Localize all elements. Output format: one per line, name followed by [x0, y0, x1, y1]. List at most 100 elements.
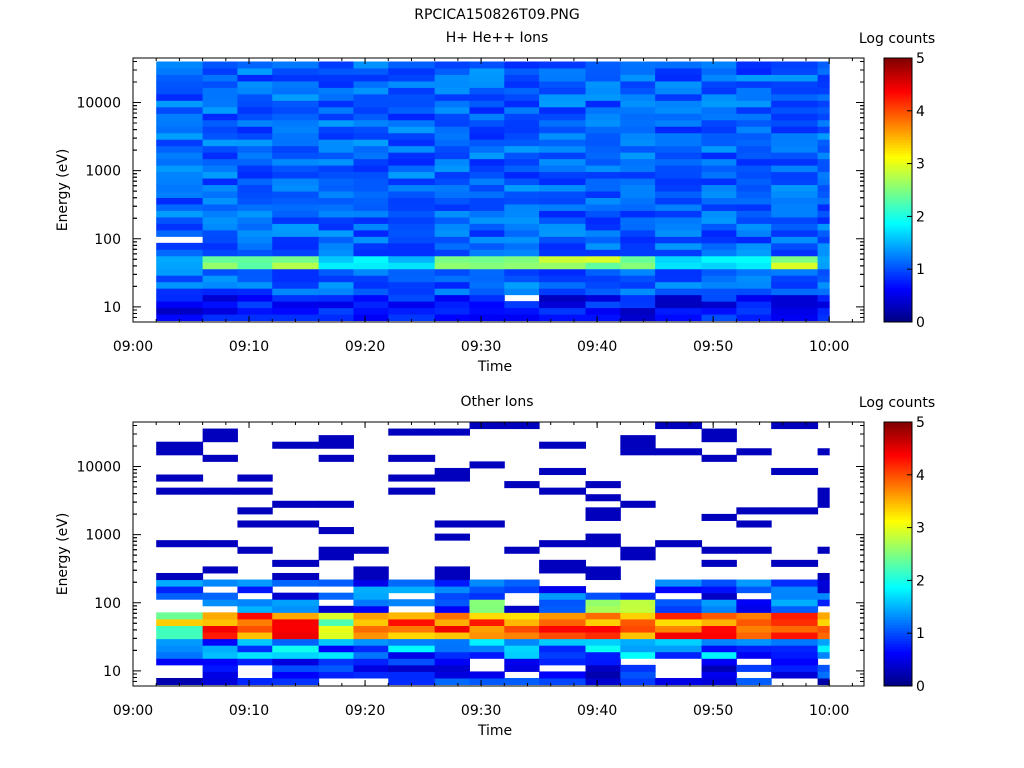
- heatmap-cell: [237, 87, 273, 95]
- heatmap-cell: [817, 671, 830, 679]
- heatmap-cell: [771, 255, 819, 263]
- heatmap-cell: [272, 599, 320, 607]
- heatmap-cell: [539, 61, 587, 69]
- heatmap-cell: [434, 592, 470, 600]
- heatmap-cell: [539, 288, 587, 296]
- colorbar-segment: [884, 261, 912, 265]
- heatmap-cell: [504, 145, 540, 153]
- colorbar-tick-label: 0: [916, 679, 925, 695]
- heatmap-cell: [202, 171, 238, 179]
- colorbar-segment: [884, 649, 912, 653]
- colorbar-segment: [884, 451, 912, 455]
- heatmap-cell: [817, 645, 830, 653]
- heatmap-cell: [388, 658, 436, 666]
- heatmap-cell: [701, 658, 737, 666]
- colorbar-segment: [884, 643, 912, 647]
- colorbar-segment: [884, 100, 912, 104]
- heatmap-cell: [353, 262, 389, 270]
- heatmap-cell: [237, 658, 273, 666]
- heatmap-cell: [202, 61, 238, 69]
- heatmap-cell: [771, 632, 819, 640]
- heatmap-cell: [771, 216, 819, 224]
- heatmap-cell: [701, 314, 737, 322]
- heatmap-cell: [353, 632, 389, 640]
- heatmap-cell: [539, 566, 587, 574]
- heatmap-cell: [539, 152, 587, 160]
- heatmap-cell: [736, 249, 772, 257]
- colorbar-segment: [884, 480, 912, 484]
- heatmap-cell: [817, 106, 830, 114]
- heatmap-cell: [434, 645, 470, 653]
- heatmap-cell: [388, 61, 436, 69]
- heatmap-cell: [736, 145, 772, 153]
- heatmap-cell: [156, 113, 204, 121]
- heatmap-cell: [817, 301, 830, 309]
- colorbar-segment: [884, 269, 912, 273]
- heatmap-cell: [318, 632, 354, 640]
- colorbar-segment: [884, 153, 912, 157]
- heatmap-cell: [655, 677, 703, 686]
- heatmap-cell: [469, 93, 505, 101]
- heatmap-cell: [434, 467, 470, 476]
- heatmap-cell: [817, 249, 830, 257]
- heatmap-cell: [539, 671, 587, 679]
- heatmap-cell: [237, 586, 273, 594]
- heatmap-cell: [318, 139, 354, 147]
- heatmap-cell: [655, 618, 703, 626]
- heatmap-cell: [272, 61, 320, 69]
- heatmap-cell: [388, 307, 436, 315]
- heatmap-cell: [771, 165, 819, 173]
- heatmap-cell: [353, 625, 389, 633]
- colorbar-segment: [884, 192, 912, 196]
- heatmap-cell: [504, 139, 540, 147]
- heatmap-cell: [318, 435, 354, 443]
- heatmap-cell: [585, 632, 621, 640]
- heatmap-cell: [504, 422, 540, 430]
- heatmap-cell: [353, 586, 389, 594]
- heatmap-cell: [585, 216, 621, 224]
- heatmap-cell: [655, 268, 703, 276]
- heatmap-cell: [701, 281, 737, 289]
- heatmap-cell: [504, 113, 540, 121]
- colorbar-segment: [884, 469, 912, 473]
- heatmap-cell: [771, 249, 819, 257]
- heatmap-cell: [585, 242, 621, 250]
- heatmap-cell: [272, 625, 320, 633]
- heatmap-cell: [469, 638, 505, 646]
- heatmap-cell: [156, 210, 204, 218]
- heatmap-cell: [701, 61, 737, 69]
- heatmap-cell: [156, 612, 204, 620]
- heatmap-cell: [585, 507, 621, 515]
- heatmap-cell: [771, 586, 819, 594]
- heatmap-cell: [318, 216, 354, 224]
- heatmap-cell: [156, 301, 204, 309]
- heatmap-cell: [701, 132, 737, 140]
- heatmap-cell: [434, 625, 470, 633]
- heatmap-cell: [504, 651, 540, 659]
- heatmap-cell: [585, 605, 621, 613]
- heatmap-cell: [388, 474, 436, 482]
- heatmap-cell: [202, 625, 238, 633]
- heatmap-cell: [202, 184, 238, 192]
- heatmap-cell: [318, 579, 354, 587]
- heatmap-cell: [353, 197, 389, 205]
- heatmap-cell: [655, 262, 703, 270]
- colorbar-segment: [884, 187, 912, 191]
- heatmap-cell: [539, 126, 587, 134]
- heatmap-cell: [469, 67, 505, 75]
- heatmap-cell: [771, 671, 819, 679]
- heatmap-cell: [585, 268, 621, 276]
- colorbar-tick-label: 1: [916, 262, 925, 278]
- heatmap-cell: [318, 165, 354, 173]
- heatmap-cell: [156, 132, 204, 140]
- colorbar-segment: [884, 678, 912, 682]
- heatmap-cell: [539, 87, 587, 95]
- colorbar-segment: [884, 182, 912, 186]
- colorbar-segment: [884, 298, 912, 302]
- heatmap-cell: [771, 281, 819, 289]
- heatmap-cell: [353, 294, 389, 302]
- heatmap-cell: [469, 80, 505, 88]
- colorbar-segment: [884, 572, 912, 576]
- heatmap-cell: [434, 132, 470, 140]
- heatmap-cell: [585, 165, 621, 173]
